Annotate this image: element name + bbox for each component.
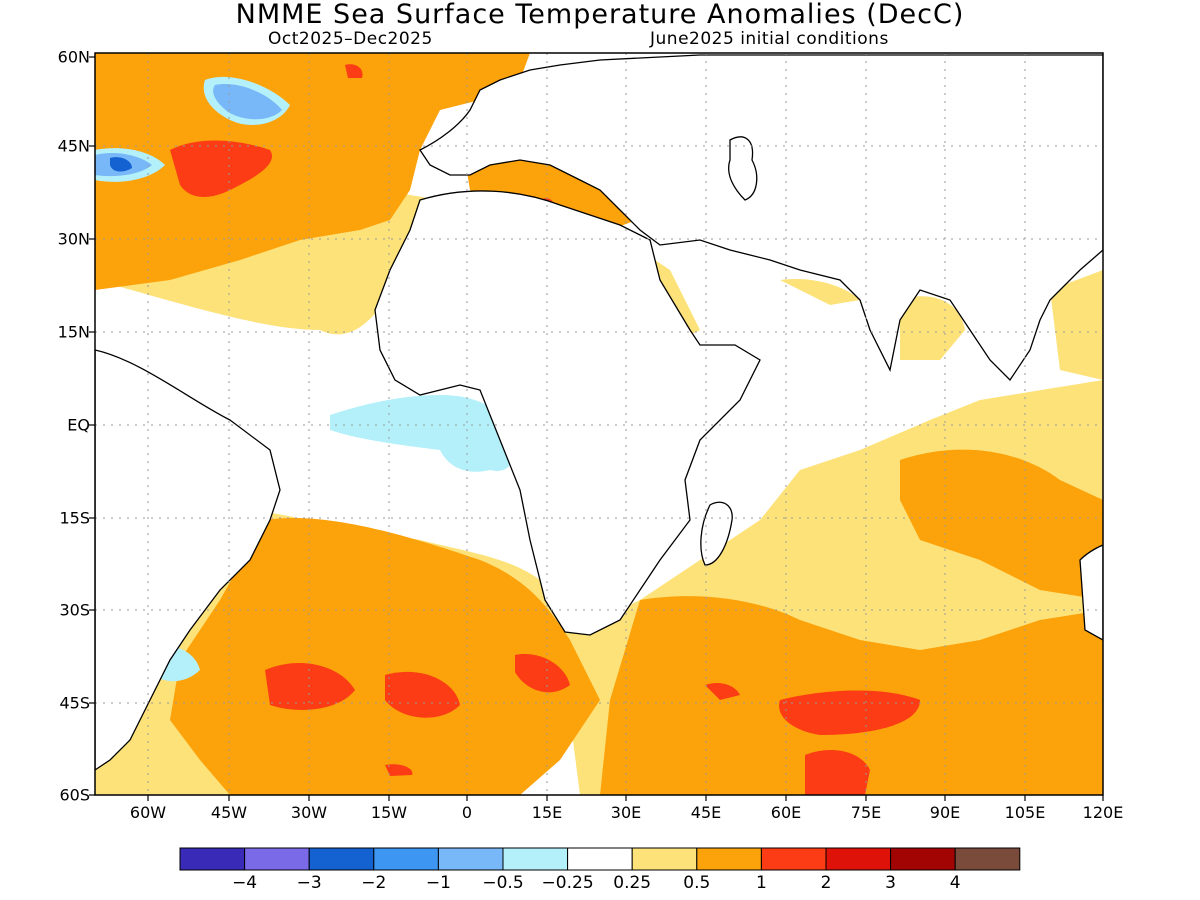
latitude-label: EQ [67, 415, 90, 435]
colorbar-swatch [760, 847, 827, 871]
colorbar-swatch [631, 847, 698, 871]
colorbar-label: −4 [232, 873, 258, 893]
longitude-label: 30W [290, 803, 328, 822]
longitude-label: 60W [129, 803, 167, 822]
axis-ticks [89, 56, 1104, 801]
colorbar-swatch [373, 847, 439, 871]
europe-asia-landmass [419, 54, 1103, 382]
australia-landmass [1079, 544, 1103, 641]
longitude-label: 45E [690, 803, 722, 822]
longitude-label: 60E [770, 803, 802, 822]
colorbar-swatch [244, 847, 310, 871]
colorbar-swatch [502, 847, 569, 871]
colorbar-label: 0.25 [613, 873, 652, 893]
map-title: NMME Sea Surface Temperature Anomalies (… [235, 0, 965, 30]
colorbar-swatch [437, 847, 504, 871]
longitude-label: 120E [1082, 803, 1124, 822]
colorbar-label: −2 [361, 873, 387, 893]
longitude-label: 75E [850, 803, 882, 822]
latitude-label: 30N [57, 229, 90, 249]
colorbar-label: −1 [425, 873, 451, 893]
colorbar-label: −0.25 [541, 873, 594, 893]
africa-landmass [374, 190, 761, 636]
colorbar-swatch [696, 847, 762, 871]
colorbar-swatch [567, 847, 633, 871]
colorbar-label: 3 [885, 873, 897, 893]
colorbar-swatch [825, 847, 892, 871]
latitude-label: 15S [59, 508, 90, 528]
longitude-label: 30E [610, 803, 642, 822]
colorbar-label: 0.5 [683, 873, 711, 893]
madagascar [700, 501, 733, 566]
colorbar [179, 847, 1021, 871]
initial-conditions-subtitle: June2025 initial conditions [650, 29, 889, 49]
latitude-label: 45S [59, 693, 90, 713]
latitude-label: 60S [59, 785, 90, 805]
longitude-label: 45W [210, 803, 248, 822]
strong-warm-anomaly-regions [170, 64, 920, 795]
latitude-label: 30S [59, 600, 90, 620]
longitude-label: 15E [531, 803, 563, 822]
longitude-label: 15W [370, 803, 408, 822]
map-field [95, 53, 1103, 795]
colorbar-swatch [308, 847, 375, 871]
colorbar-swatch [179, 847, 246, 871]
south-america-landmass [95, 349, 281, 771]
colorbar-swatch [954, 847, 1021, 871]
colorbar-label: −0.5 [482, 873, 524, 893]
latitude-label: 15N [57, 322, 90, 342]
map-frame [94, 52, 1104, 796]
longitude-label: 90E [929, 803, 961, 822]
lat-lon-grid [95, 53, 1103, 795]
colorbar-label: 1 [755, 873, 767, 893]
latitude-label: 60N [57, 47, 90, 67]
land-masses [95, 54, 1103, 771]
longitude-label: 105E [1004, 803, 1046, 822]
colorbar-label: 2 [820, 873, 832, 893]
latitude-label: 45N [57, 136, 90, 156]
colorbar-label: 4 [949, 873, 961, 893]
forecast-period-subtitle: Oct2025–Dec2025 [268, 29, 433, 49]
caspian-sea [728, 136, 758, 201]
colorbar-swatch [890, 847, 956, 871]
colorbar-label: −3 [296, 873, 322, 893]
longitude-label: 0 [461, 803, 473, 822]
